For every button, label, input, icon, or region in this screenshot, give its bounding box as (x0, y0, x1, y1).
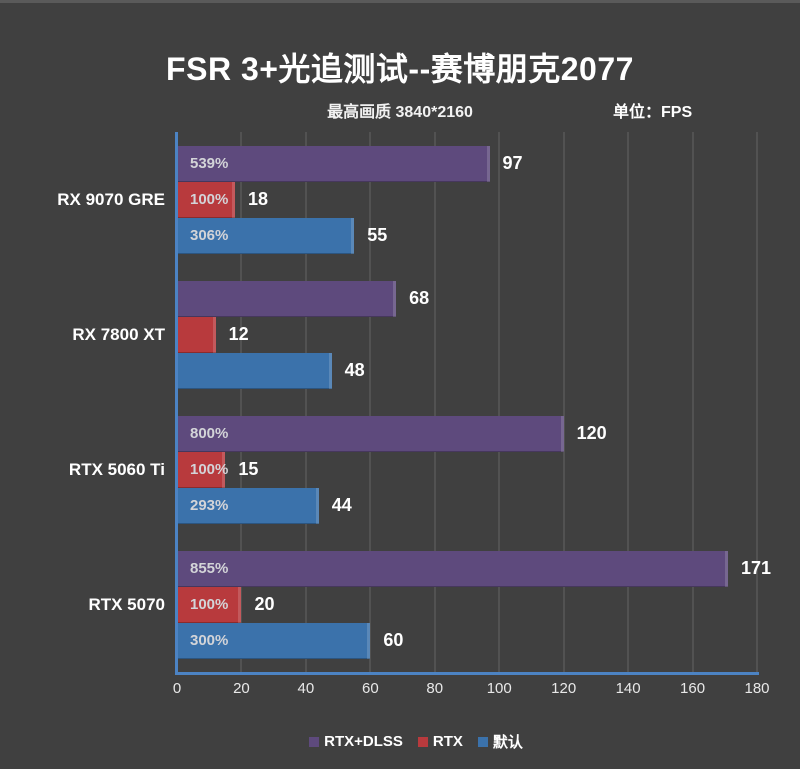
bar-value-label: 20 (254, 594, 275, 614)
bar-group: 539% 97 100% 18 306% 55 (177, 132, 757, 267)
x-tick-label: 40 (297, 680, 315, 697)
bar-value-label: 55 (367, 225, 388, 245)
bar-percent-label: 300% (190, 632, 229, 649)
bar-row: 539% 97 (177, 145, 757, 182)
bar: 306% (177, 217, 355, 254)
legend-item: RTX (417, 733, 463, 750)
bar-value-label: 18 (248, 189, 269, 209)
unit-label: 单位：FPS (613, 104, 693, 121)
bar-value-label: 68 (409, 288, 430, 308)
gridline (756, 132, 758, 672)
bar: 300% (177, 622, 371, 659)
gridline (369, 132, 372, 672)
x-tick-label: 120 (551, 680, 577, 697)
x-tick-label: 180 (744, 680, 770, 697)
legend-label: RTX (432, 733, 463, 750)
bar-row: 293% 44 (177, 487, 757, 524)
bar-row: 12 (177, 316, 757, 353)
bar-value-label: 15 (238, 459, 259, 479)
bar: 293% (177, 487, 319, 524)
x-axis-line (175, 672, 759, 675)
category-label: RX 9070 GRE (57, 189, 165, 209)
bar-value-label: 12 (228, 324, 249, 344)
bar-value-label: 120 (576, 423, 607, 443)
x-tick-label: 80 (426, 680, 444, 697)
legend-label: 默认 (492, 734, 523, 751)
bar-row: 48 (177, 352, 757, 389)
category-label: RX 7800 XT (72, 324, 165, 344)
legend-swatch (417, 736, 428, 747)
bar: 800% (177, 415, 564, 452)
legend-label: RTX+DLSS (324, 733, 403, 750)
bar: 100% (177, 181, 235, 218)
x-tick-label: 100 (486, 680, 512, 697)
legend: RTX+DLSS RTX 默认 (16, 731, 800, 752)
bar-percent-label: 100% (190, 191, 229, 208)
bar-group: 855% 171 100% 20 300% 60 (177, 537, 771, 672)
bar-row: 68 (177, 280, 757, 317)
x-tick-label: 20 (233, 680, 250, 697)
legend-item: 默认 (477, 731, 523, 752)
bar: 855% (177, 550, 728, 587)
plot-area: 539% 97 100% 18 306% 55 68 12 48 800% 120 100% 15 293… (175, 132, 771, 675)
bar-value-label: 60 (383, 630, 404, 650)
bar-value-label: 48 (344, 360, 365, 380)
bar: 539% (177, 145, 490, 182)
bar-percent-label: 306% (190, 227, 229, 244)
legend-item: RTX+DLSS (309, 733, 403, 750)
bar (177, 280, 397, 317)
x-tick-label: 160 (680, 680, 706, 697)
bar-percent-label: 800% (190, 425, 229, 442)
y-axis-line (175, 132, 178, 675)
x-tick-label: 60 (361, 680, 379, 697)
bar: 100% (177, 586, 242, 623)
gridline (627, 132, 630, 672)
category-label: RTX 5070 (88, 594, 165, 614)
bar-percent-label: 539% (190, 155, 229, 172)
legend-swatch (309, 736, 320, 747)
bar-row: 100% 18 (177, 181, 757, 218)
gridline (240, 132, 243, 672)
bar-group: 68 12 48 (177, 267, 757, 402)
top-edge-divider (0, 0, 800, 3)
bar (177, 352, 332, 389)
x-tick-label: 0 (172, 680, 182, 697)
legend-swatch (477, 736, 488, 747)
bar-row: 855% 171 (177, 550, 771, 587)
gridline (498, 132, 501, 672)
bar (177, 316, 216, 353)
bar-group: 800% 120 100% 15 293% 44 (177, 402, 757, 537)
bar-row: 306% 55 (177, 217, 757, 254)
bar-percent-label: 855% (190, 560, 229, 577)
category-axis: RX 9070 GRE RX 7800 XT RTX 5060 Ti RTX 5070 (0, 132, 165, 672)
gridline (562, 132, 565, 672)
bar-percent-label: 293% (190, 497, 229, 514)
chart-subtitle: 最高画质 3840*2160 (327, 104, 473, 121)
category-label: RTX 5060 Ti (68, 459, 165, 479)
bar-value-label: 44 (331, 495, 352, 515)
bar-percent-label: 100% (190, 596, 229, 613)
bar-row: 800% 120 (177, 415, 757, 452)
x-axis-ticks: 0 20 40 60 80 100 120 140 160 180 (173, 680, 770, 702)
x-tick-label: 140 (615, 680, 641, 697)
bar-row: 300% 60 (177, 622, 757, 659)
bar-row: 100% 20 (177, 586, 757, 623)
gridline (433, 132, 436, 672)
bar-row: 100% 15 (177, 451, 757, 488)
bar-value-label: 171 (741, 558, 772, 578)
bar-percent-label: 100% (190, 461, 229, 478)
gridline (304, 132, 307, 672)
chart-title: FSR 3+光追测试--赛博朋克2077 (166, 51, 634, 87)
gridline (691, 132, 694, 672)
bar: 100% (177, 451, 229, 488)
bar-value-label: 97 (502, 153, 523, 173)
